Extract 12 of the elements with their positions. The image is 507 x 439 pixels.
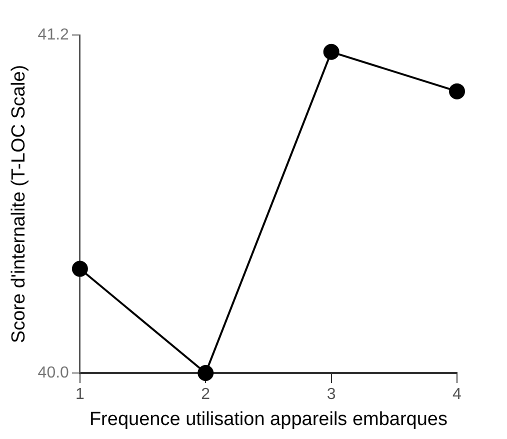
x-axis-title: Frequence utilisation appareils embarques — [89, 408, 448, 430]
x-tick-label: 4 — [452, 386, 462, 404]
x-tick-label: 3 — [326, 386, 336, 404]
point — [323, 44, 340, 60]
y-axis-title: Score d'internalite (T-LOC Scale) — [8, 64, 30, 344]
point — [72, 260, 88, 277]
point — [198, 365, 214, 381]
x-tick-label: 2 — [201, 386, 210, 404]
y-tick-label: 41.2 — [38, 26, 70, 44]
y-tick-label: 40.0 — [38, 364, 70, 382]
point — [449, 83, 465, 100]
x-tick-label: 1 — [75, 386, 84, 404]
